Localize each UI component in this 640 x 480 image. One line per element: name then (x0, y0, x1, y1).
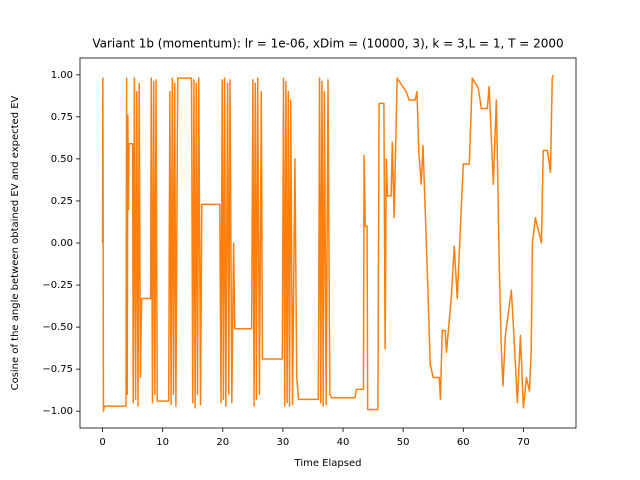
x-tick-label: 70 (517, 437, 530, 448)
y-tick-label: −0.25 (42, 280, 73, 291)
y-tick-label: 1.00 (51, 70, 73, 81)
x-tick-label: 30 (277, 437, 290, 448)
y-axis-label: Cosine of the angle between obtained EV … (10, 95, 21, 390)
x-tick-label: 0 (99, 437, 105, 448)
chart-title: Variant 1b (momentum): lr = 1e-06, xDim … (92, 37, 563, 51)
x-tick-label: 10 (156, 437, 169, 448)
y-tick-label: −0.50 (42, 322, 73, 333)
y-tick-label: −0.75 (42, 364, 73, 375)
data-line (101, 74, 555, 412)
x-tick-label: 50 (397, 437, 410, 448)
y-tick-label: 0.50 (51, 154, 73, 165)
x-tick-label: 60 (457, 437, 470, 448)
y-tick-label: 0.25 (51, 196, 73, 207)
y-tick-label: −1.00 (42, 406, 73, 417)
y-tick-label: 0.75 (51, 112, 73, 123)
x-axis-label: Time Elapsed (294, 458, 362, 469)
y-tick-label: 0.00 (51, 238, 73, 249)
x-tick-label: 40 (337, 437, 350, 448)
plot-frame (79, 57, 577, 429)
x-tick-label: 20 (216, 437, 229, 448)
